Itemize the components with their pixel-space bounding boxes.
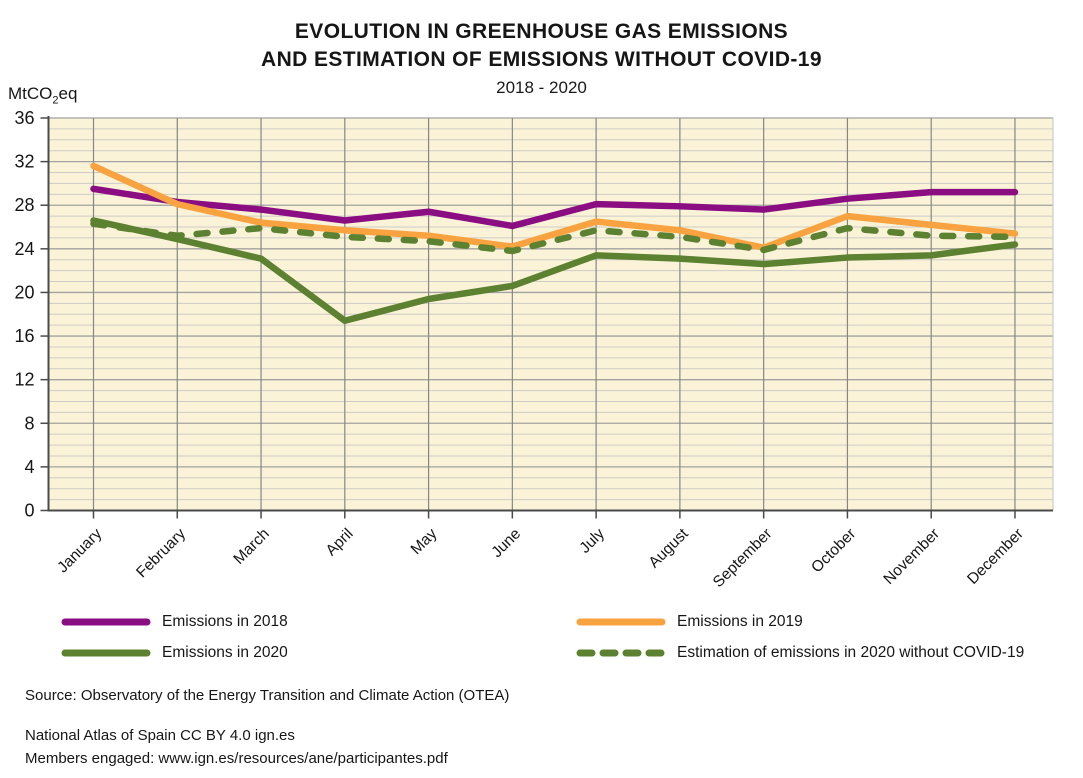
svg-text:February: February: [133, 525, 189, 581]
svg-text:May: May: [408, 525, 441, 558]
title-block: EVOLUTION IN GREENHOUSE GAS EMISSIONS AN…: [0, 18, 1083, 98]
svg-text:8: 8: [24, 413, 34, 433]
chart-subtitle: 2018 - 2020: [496, 78, 587, 97]
svg-text:April: April: [323, 525, 357, 559]
legend-label-2019: Emissions in 2019: [677, 613, 803, 630]
svg-text:20: 20: [14, 282, 34, 302]
svg-text:November: November: [880, 525, 943, 588]
y-unit-suffix: eq: [58, 84, 78, 103]
legend-swatch-2020-estimate: [576, 649, 666, 657]
members-note: Members engaged: www.ign.es/resources/an…: [25, 750, 448, 767]
y-unit-prefix: MtCO: [8, 84, 53, 103]
emissions-line-chart: 0 4 8 12 16 20 24 28 32 36 January February March Apr…: [14, 108, 1054, 591]
svg-text:12: 12: [14, 370, 34, 390]
license-note: National Atlas of Spain CC BY 4.0 ign.es: [25, 727, 295, 744]
legend-swatch-2020: [61, 649, 151, 657]
svg-text:32: 32: [14, 152, 34, 172]
svg-text:August: August: [646, 525, 693, 572]
legend-label-2018: Emissions in 2018: [162, 613, 288, 630]
svg-text:0: 0: [24, 501, 34, 521]
source-note: Source: Observatory of the Energy Transi…: [25, 687, 510, 704]
legend-label-2020-estimate: Estimation of emissions in 2020 without …: [677, 644, 1025, 661]
legend-item-2020-estimate: Estimation of emissions in 2020 without …: [575, 642, 1024, 664]
svg-text:January: January: [54, 525, 105, 576]
chart-title-line2: AND ESTIMATION OF EMISSIONS WITHOUT COVI…: [261, 48, 822, 71]
svg-text:24: 24: [14, 239, 34, 259]
legend-swatch-2018: [61, 618, 151, 626]
svg-text:28: 28: [14, 195, 34, 215]
chart-title-line1: EVOLUTION IN GREENHOUSE GAS EMISSIONS: [294, 20, 789, 43]
legend-label-2020: Emissions in 2020: [162, 644, 288, 661]
svg-text:June: June: [488, 525, 524, 561]
svg-text:16: 16: [14, 326, 34, 346]
y-unit-subscript: 2: [52, 94, 59, 107]
svg-text:October: October: [808, 525, 859, 576]
legend-item-2018: Emissions in 2018: [60, 611, 288, 633]
svg-text:March: March: [230, 525, 272, 567]
svg-text:July: July: [576, 525, 608, 557]
svg-text:36: 36: [14, 108, 34, 128]
legend-item-2019: Emissions in 2019: [575, 611, 803, 633]
svg-text:4: 4: [24, 457, 34, 477]
y-axis-unit-label: MtCO2eq: [8, 84, 77, 106]
svg-text:September: September: [710, 525, 776, 591]
legend-item-2020: Emissions in 2020: [60, 642, 288, 664]
svg-text:December: December: [964, 525, 1027, 588]
legend-swatch-2019: [576, 618, 666, 626]
